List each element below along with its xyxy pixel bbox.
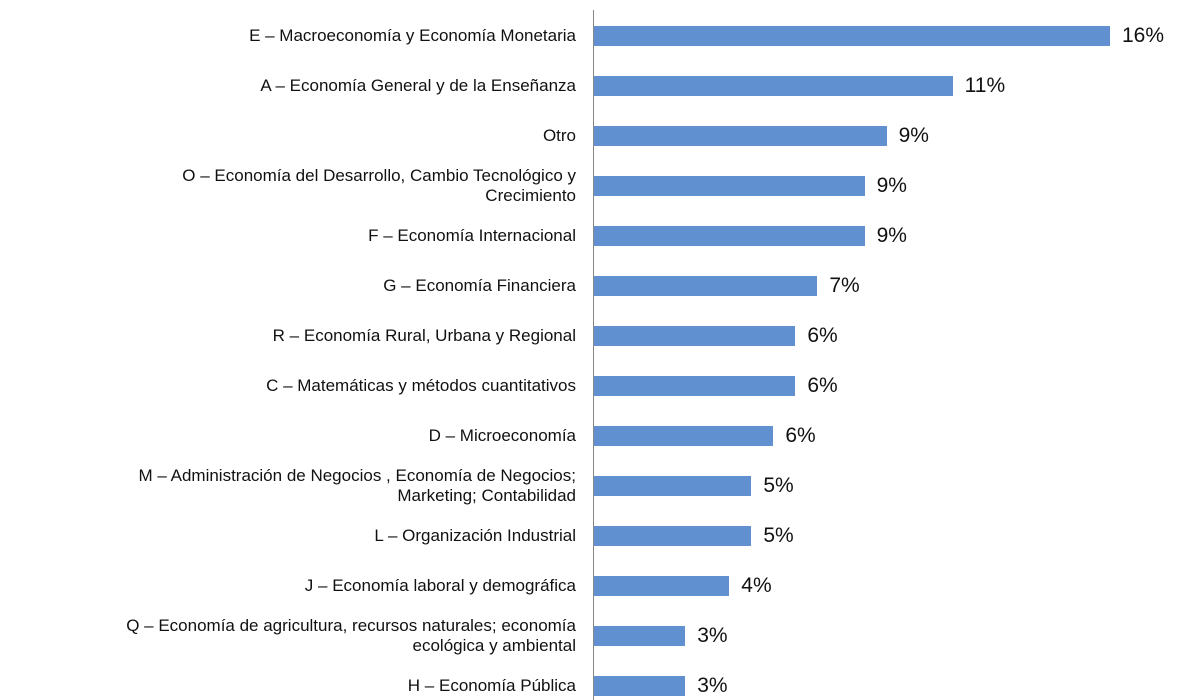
value-label: 3% bbox=[697, 674, 728, 697]
value-label: 5% bbox=[763, 474, 794, 497]
category-label: R – Economía Rural, Urbana y Regional bbox=[272, 326, 576, 345]
bar bbox=[594, 526, 752, 546]
value-label: 9% bbox=[876, 174, 907, 197]
bar bbox=[594, 676, 686, 696]
category-label: L – Organización Industrial bbox=[374, 526, 576, 545]
category-label: O – Economía del Desarrollo, Cambio Tecn… bbox=[182, 166, 576, 205]
category-label: C – Matemáticas y métodos cuantitativos bbox=[266, 376, 576, 395]
value-label: 5% bbox=[763, 524, 794, 547]
value-label: 4% bbox=[741, 574, 772, 597]
category-label: D – Microeconomía bbox=[428, 426, 576, 445]
category-label: Q – Economía de agricultura, recursos na… bbox=[126, 616, 576, 655]
bar bbox=[594, 326, 796, 346]
value-label: 7% bbox=[829, 274, 860, 297]
bar bbox=[594, 576, 730, 596]
bar bbox=[594, 426, 774, 446]
category-label: M – Administración de Negocios , Economí… bbox=[138, 466, 576, 505]
value-label: 11% bbox=[964, 74, 1006, 97]
bar bbox=[594, 626, 686, 646]
category-label: F – Economía Internacional bbox=[368, 226, 576, 245]
value-label: 6% bbox=[807, 324, 838, 347]
category-label: E – Macroeconomía y Economía Monetaria bbox=[249, 26, 576, 45]
bar bbox=[594, 126, 887, 146]
category-label: G – Economía Financiera bbox=[383, 276, 576, 295]
value-label: 9% bbox=[876, 224, 907, 247]
value-label: 6% bbox=[807, 374, 838, 397]
value-label: 16% bbox=[1122, 24, 1165, 47]
bar bbox=[594, 476, 752, 496]
category-label: H – Economía Pública bbox=[407, 676, 576, 695]
value-label: 9% bbox=[898, 124, 929, 147]
bar bbox=[594, 76, 953, 96]
value-label: 6% bbox=[785, 424, 816, 447]
bar bbox=[594, 226, 865, 246]
bar bbox=[594, 276, 818, 296]
category-axis bbox=[593, 10, 594, 700]
bar bbox=[594, 26, 1110, 46]
category-label: A – Economía General y de la Enseñanza bbox=[260, 76, 576, 95]
value-label: 3% bbox=[697, 624, 728, 647]
category-label: J – Economía laboral y demográfica bbox=[304, 576, 576, 595]
bar bbox=[594, 376, 796, 396]
category-label: Otro bbox=[542, 126, 576, 145]
bar bbox=[594, 176, 865, 196]
